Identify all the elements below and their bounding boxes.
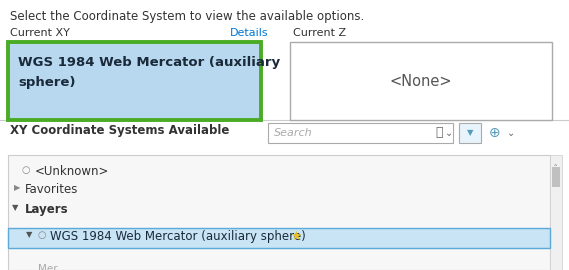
- Bar: [268, 123, 453, 143]
- Text: sphere): sphere): [18, 76, 76, 89]
- Text: ⌄: ⌄: [445, 128, 453, 138]
- Text: ○: ○: [38, 230, 47, 240]
- Text: ▼: ▼: [467, 129, 473, 137]
- Text: Search: Search: [274, 128, 312, 138]
- Text: ‸: ‸: [554, 156, 558, 166]
- Text: WGS 1984 Web Mercator (auxiliary: WGS 1984 Web Mercator (auxiliary: [18, 56, 280, 69]
- Bar: [8, 155, 550, 270]
- Text: <Unknown>: <Unknown>: [35, 165, 109, 178]
- Text: Current Z: Current Z: [293, 28, 346, 38]
- Bar: [8, 42, 261, 120]
- Bar: [8, 228, 550, 248]
- Text: ▼: ▼: [12, 203, 19, 212]
- Text: ▼: ▼: [26, 230, 32, 239]
- Text: Favorites: Favorites: [25, 183, 79, 196]
- Text: <None>: <None>: [390, 73, 452, 89]
- Bar: [459, 123, 481, 143]
- Text: Mer...: Mer...: [38, 264, 67, 270]
- Text: Layers: Layers: [25, 203, 69, 216]
- Text: XY Coordinate Systems Available: XY Coordinate Systems Available: [10, 124, 229, 137]
- Text: Details: Details: [230, 28, 269, 38]
- Bar: [550, 155, 562, 270]
- Bar: [552, 167, 560, 187]
- Text: ⌕: ⌕: [435, 127, 443, 140]
- Text: WGS 1984 Web Mercator (auxiliary sphere): WGS 1984 Web Mercator (auxiliary sphere): [50, 230, 306, 243]
- Text: Current XY: Current XY: [10, 28, 70, 38]
- Text: Select the Coordinate System to view the available options.: Select the Coordinate System to view the…: [10, 10, 364, 23]
- Text: ⊕: ⊕: [489, 126, 501, 140]
- Text: ○: ○: [22, 165, 31, 175]
- Bar: [290, 42, 552, 120]
- Text: ★: ★: [290, 230, 301, 243]
- Text: ▶: ▶: [14, 183, 20, 192]
- Text: ⌄: ⌄: [507, 128, 515, 138]
